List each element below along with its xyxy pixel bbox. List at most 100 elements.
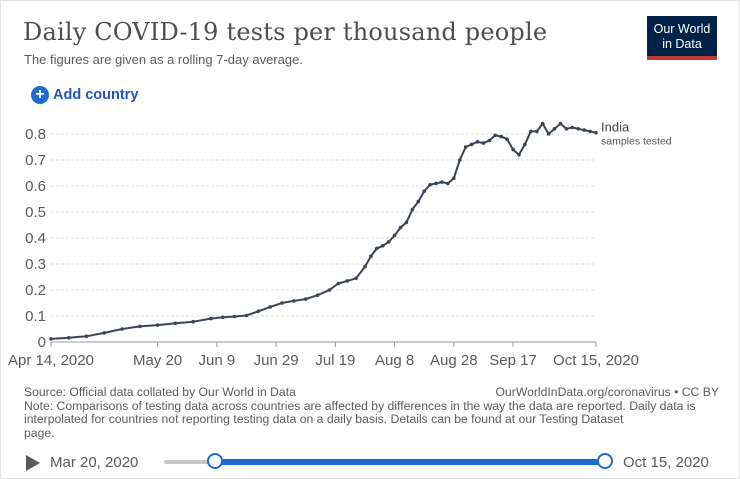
data-point — [138, 324, 142, 329]
logo-line-2: in Data — [662, 37, 702, 51]
y-tick-label: 0.6 — [25, 178, 46, 195]
x-tick-label: Oct 15, 2020 — [553, 352, 639, 369]
add-country-button[interactable]: + Add country — [31, 86, 138, 104]
data-point — [469, 142, 474, 147]
data-point — [392, 233, 397, 238]
data-point — [173, 321, 178, 326]
y-tick-label: 0.1 — [25, 308, 46, 325]
data-point — [511, 147, 515, 152]
data-point — [327, 288, 332, 292]
data-point — [463, 145, 468, 149]
series-label: India — [601, 120, 630, 135]
data-point — [422, 189, 427, 193]
timeline-slider: Mar 20, 2020 Oct 15, 2020 — [0, 445, 740, 479]
note-tail: page. — [24, 425, 55, 440]
chart-subtitle: The figures are given as a rolling 7-day… — [24, 52, 303, 67]
x-tick-label: Jun 29 — [254, 352, 299, 369]
data-point — [363, 264, 367, 269]
data-point — [481, 141, 486, 145]
data-point — [540, 121, 545, 126]
timeline-end-handle[interactable] — [597, 453, 613, 469]
data-point — [505, 137, 509, 141]
data-point — [102, 331, 107, 335]
data-point — [244, 313, 249, 318]
data-point — [303, 297, 308, 301]
data-point — [380, 244, 385, 248]
data-point — [49, 337, 53, 341]
logo-line-1: Our World — [653, 22, 711, 36]
data-point — [209, 316, 213, 321]
data-point — [475, 140, 480, 144]
data-point — [292, 299, 296, 303]
x-tick-label: Sep 17 — [489, 352, 537, 369]
timeline-start-handle[interactable] — [207, 453, 223, 469]
series-annotation: samples tested — [601, 136, 672, 148]
data-point — [268, 305, 273, 309]
data-point — [386, 240, 391, 244]
x-tick-label: Aug 8 — [375, 352, 414, 369]
data-point — [582, 128, 586, 132]
data-point — [446, 181, 450, 186]
chart-title: Daily COVID-19 tests per thousand people — [23, 18, 548, 46]
y-tick-label: 0.7 — [25, 152, 46, 169]
data-point — [354, 276, 358, 281]
chart-notes: Source: Official data collated by Our Wo… — [24, 385, 720, 440]
data-point — [315, 293, 320, 297]
owid-logo[interactable]: Our World in Data — [647, 16, 717, 60]
data-point — [67, 336, 71, 340]
data-point — [410, 207, 415, 212]
data-point — [452, 176, 456, 180]
line-chart[interactable]: 0 0.1 0.2 0.3 0.4 0.5 0.6 0.7 0.8 Apr 14, 2020 Ma… — [0, 115, 740, 375]
data-point — [576, 127, 580, 131]
data-point — [594, 130, 598, 135]
credit-link[interactable]: OurWorldInData.org/coronavirus • CC BY — [495, 385, 720, 399]
timeline-selected-range — [215, 459, 605, 465]
data-point — [336, 281, 341, 286]
data-point — [191, 319, 195, 324]
data-point — [428, 182, 432, 187]
y-tick-label: 0.3 — [25, 256, 46, 273]
data-point — [458, 158, 462, 162]
data-point — [155, 323, 160, 327]
x-tick-label: May 20 — [133, 352, 182, 369]
data-point — [552, 127, 557, 131]
grid-layer — [51, 133, 596, 317]
data-point — [535, 129, 539, 134]
note-text: Note: Comparisons of testing data across… — [24, 398, 696, 427]
x-tick-label: Jul 19 — [315, 352, 355, 369]
series-line-india[interactable] — [50, 122, 597, 340]
data-point — [256, 309, 261, 314]
y-tick-label: 0.4 — [25, 230, 46, 247]
data-point — [487, 138, 492, 143]
data-point — [434, 181, 438, 186]
data-point — [523, 142, 527, 147]
y-tick-label: 0.2 — [25, 282, 46, 299]
data-point — [84, 334, 89, 339]
data-point — [546, 132, 551, 136]
data-point — [416, 199, 421, 204]
data-point — [564, 127, 569, 131]
timeline-start-date: Mar 20, 2020 — [50, 454, 139, 471]
x-axis: Apr 14, 2020 May 20 Jun 9 Jun 29 Jul 19 Aug 8… — [8, 341, 639, 369]
data-point — [404, 220, 409, 225]
data-point — [369, 254, 373, 258]
x-tick-label: Aug 28 — [430, 352, 478, 369]
timeline-end-date: Oct 15, 2020 — [623, 454, 709, 471]
source-text: Source: Official data collated by Our Wo… — [24, 385, 296, 399]
data-point — [375, 246, 379, 251]
data-point — [398, 225, 403, 230]
y-tick-label: 0.5 — [25, 204, 46, 221]
data-point — [588, 129, 592, 134]
x-tick-label: Jun 9 — [199, 352, 236, 369]
data-point — [120, 327, 124, 331]
plus-circle-icon: + — [31, 86, 49, 104]
data-point — [221, 315, 225, 320]
add-country-label: Add country — [53, 87, 139, 103]
data-point — [345, 279, 350, 283]
y-tick-label: 0 — [38, 334, 46, 351]
data-point — [529, 129, 533, 134]
y-tick-label: 0.8 — [25, 126, 46, 143]
play-icon[interactable] — [26, 455, 40, 471]
data-point — [499, 134, 504, 139]
